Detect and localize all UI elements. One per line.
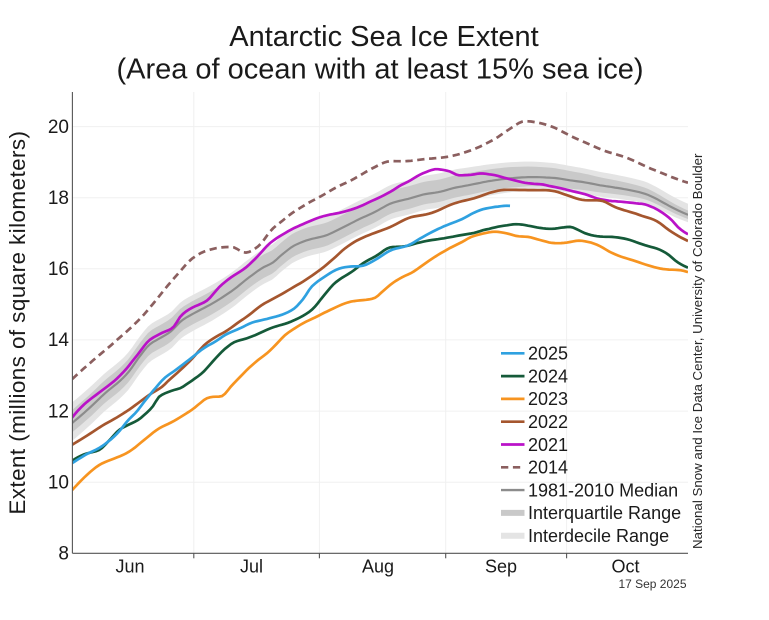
svg-text:(Area of ocean with at least 1: (Area of ocean with at least 15% sea ice… <box>116 54 643 86</box>
svg-text:17 Sep 2025: 17 Sep 2025 <box>618 577 686 591</box>
svg-text:Jul: Jul <box>240 557 263 577</box>
svg-text:1981-2010 Median: 1981-2010 Median <box>528 480 678 500</box>
svg-text:10: 10 <box>48 473 69 494</box>
svg-text:2025: 2025 <box>528 344 568 364</box>
svg-text:2023: 2023 <box>528 389 568 409</box>
svg-text:2024: 2024 <box>528 366 568 386</box>
svg-text:Interquartile Range: Interquartile Range <box>528 503 681 523</box>
svg-text:Aug: Aug <box>362 557 394 577</box>
svg-text:Extent (millions of square kil: Extent (millions of square kilometers) <box>5 131 30 515</box>
svg-text:2022: 2022 <box>528 412 568 432</box>
svg-text:20: 20 <box>48 117 69 138</box>
svg-text:National Snow and Ice Data Cen: National Snow and Ice Data Center, Unive… <box>690 153 705 549</box>
svg-text:2021: 2021 <box>528 435 568 455</box>
svg-text:Antarctic Sea Ice Extent: Antarctic Sea Ice Extent <box>229 21 538 53</box>
svg-text:8: 8 <box>58 544 69 565</box>
svg-text:12: 12 <box>48 401 69 422</box>
svg-text:14: 14 <box>48 330 70 351</box>
svg-text:2014: 2014 <box>528 458 568 478</box>
svg-text:18: 18 <box>48 188 69 209</box>
svg-text:Jun: Jun <box>115 557 144 577</box>
svg-text:Sep: Sep <box>485 557 517 577</box>
svg-text:16: 16 <box>48 259 69 280</box>
svg-text:Oct: Oct <box>611 557 639 577</box>
svg-text:Interdecile Range: Interdecile Range <box>528 526 669 546</box>
